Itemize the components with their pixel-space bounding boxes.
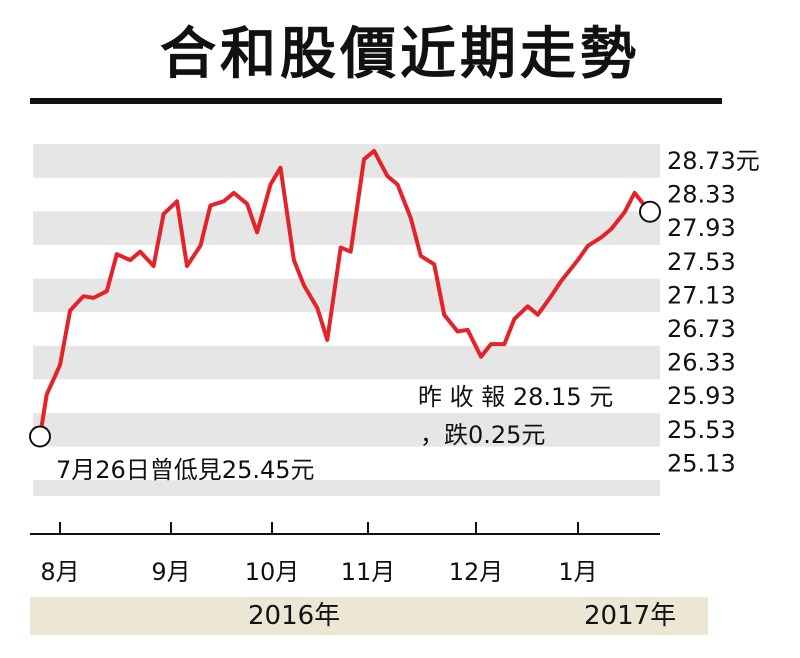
y-tick-label: 28.73元 (667, 147, 760, 175)
y-tick-label: 25.13 (667, 449, 736, 477)
y-tick-label: 26.73 (667, 315, 736, 343)
year-label-2016: 2016年 (248, 601, 341, 631)
y-tick-label: 26.33 (667, 349, 736, 377)
chart-title: 合和股價近期走勢 (160, 21, 640, 87)
grid-band (33, 413, 660, 447)
year-label-2017: 2017年 (584, 601, 677, 631)
y-axis-labels: 28.73元 28.33 27.93 27.53 27.13 26.73 26.33 25.9… (667, 147, 760, 477)
grid-band (33, 345, 660, 380)
grid-band (33, 211, 660, 245)
price-line (38, 148, 650, 439)
grid-bands (33, 144, 660, 496)
x-tick-label: 8月 (40, 558, 79, 586)
x-tick-label: 12月 (449, 558, 504, 586)
x-tick-label: 11月 (341, 558, 396, 586)
x-tick-label: 10月 (245, 558, 300, 586)
close-point-marker (639, 200, 661, 223)
y-tick-label: 27.93 (667, 214, 736, 242)
y-tick-label: 25.53 (667, 416, 736, 444)
title-underline (30, 98, 722, 104)
grid-band (33, 480, 660, 496)
x-axis-labels: 8月 9月 10月 11月 12月 1月 (40, 558, 597, 586)
grid-band (33, 144, 660, 178)
change-annotation: ，跌0.25元 (420, 421, 545, 449)
year-band (30, 597, 708, 635)
y-tick-label: 27.13 (667, 281, 736, 309)
y-tick-label: 25.93 (667, 382, 736, 410)
y-tick-label: 28.33 (667, 181, 736, 209)
x-axis (30, 522, 660, 535)
grid-band (33, 278, 660, 313)
close-annotation: 昨 收 報 28.15 元 (418, 383, 613, 411)
low-point-marker (29, 425, 51, 448)
low-annotation: 7月26日曾低見25.45元 (56, 456, 315, 484)
y-tick-label: 27.53 (667, 248, 736, 276)
x-tick-label: 9月 (151, 558, 190, 586)
x-tick-label: 1月 (558, 558, 597, 586)
